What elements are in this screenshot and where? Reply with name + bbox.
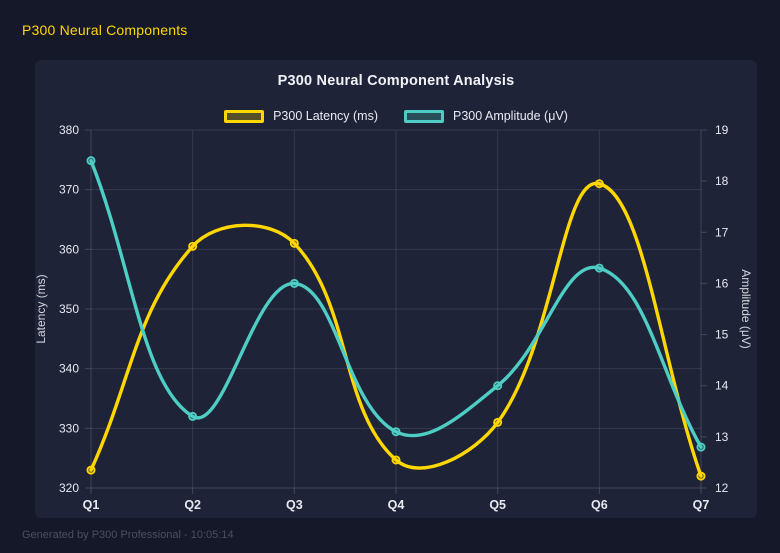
y-tick-label-right: 14 [715, 379, 729, 393]
chart-panel: P300 Neural Component Analysis P300 Late… [35, 60, 757, 518]
y-tick-label-right: 18 [715, 174, 729, 188]
x-tick-label: Q4 [388, 498, 405, 512]
y-tick-label-right: 15 [715, 328, 729, 342]
data-point-amplitude[interactable] [188, 411, 198, 421]
x-tick-label: Q3 [286, 498, 303, 512]
legend-label: P300 Latency (ms) [273, 109, 378, 123]
y-tick-label-right: 16 [715, 276, 729, 290]
legend-swatch [224, 109, 265, 123]
legend-label: P300 Amplitude (μV) [453, 109, 568, 123]
y-tick-label-left: 320 [59, 481, 79, 495]
right-axis-title: Amplitude (μV) [739, 269, 753, 349]
data-point-latency[interactable] [188, 241, 198, 251]
y-tick-label-right: 12 [715, 481, 729, 495]
x-tick-label: Q5 [489, 498, 506, 512]
data-point-latency[interactable] [594, 179, 604, 189]
x-tick-label: Q2 [184, 498, 201, 512]
y-tick-label-right: 13 [715, 430, 729, 444]
data-point-latency[interactable] [493, 417, 503, 427]
app-title: P300 Neural Components [22, 22, 188, 38]
y-tick-label-left: 380 [59, 123, 79, 137]
data-point-amplitude[interactable] [289, 278, 299, 288]
chart-legend: P300 Latency (ms) P300 Amplitude (μV) [35, 105, 757, 127]
series-line-latency [89, 181, 703, 478]
x-tick-label: Q1 [83, 498, 100, 512]
y-tick-label-right: 17 [715, 225, 729, 239]
y-tick-label-left: 370 [59, 183, 79, 197]
data-point-amplitude[interactable] [696, 442, 706, 452]
data-point-latency[interactable] [289, 238, 299, 248]
chart-title: P300 Neural Component Analysis [277, 73, 515, 89]
legend-swatch [404, 109, 444, 123]
y-tick-label-left: 350 [59, 302, 79, 316]
footer-status: Generated by P300 Professional - 10:05:1… [22, 529, 234, 541]
data-point-amplitude[interactable] [594, 263, 604, 273]
legend-item-amplitude[interactable]: P300 Amplitude (μV) [404, 109, 568, 123]
x-tick-label: Q7 [693, 498, 710, 512]
line-chart[interactable]: 320 330 340 350 360 370 380 12 13 14 15 16 17 18 19 Q1 Q… [35, 60, 757, 518]
x-tick-label: Q6 [591, 498, 608, 512]
data-point-latency[interactable] [86, 465, 96, 475]
legend-item-latency[interactable]: P300 Latency (ms) [224, 109, 378, 123]
data-point-amplitude[interactable] [86, 156, 96, 166]
y-tick-label-left: 340 [59, 362, 79, 376]
left-axis-title: Latency (ms) [35, 274, 48, 343]
y-tick-label-left: 330 [59, 421, 79, 435]
y-tick-label-right: 19 [715, 123, 729, 137]
y-tick-label-left: 360 [59, 242, 79, 256]
data-point-latency[interactable] [696, 471, 706, 481]
series-line-amplitude [89, 158, 703, 449]
data-point-amplitude[interactable] [391, 427, 401, 437]
data-point-amplitude[interactable] [493, 381, 503, 391]
data-point-latency[interactable] [391, 455, 401, 465]
